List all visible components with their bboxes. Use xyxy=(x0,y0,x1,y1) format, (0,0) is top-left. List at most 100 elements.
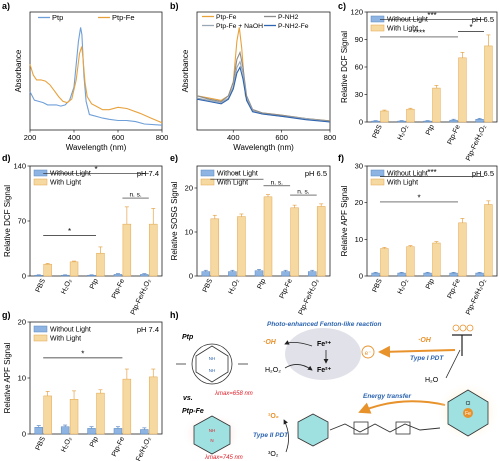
series-line xyxy=(196,27,331,122)
legend-label: With Light xyxy=(217,180,248,187)
fe2-label: Fe²⁺ xyxy=(317,367,332,374)
panel-letter-a: a) xyxy=(2,1,10,11)
center-fe-label: Fe xyxy=(465,411,471,417)
significance-label: * xyxy=(81,349,84,358)
legend-label: Ptp-Fe xyxy=(216,14,237,21)
bar xyxy=(397,272,406,277)
y-tick-label: 0 xyxy=(189,272,193,281)
bar xyxy=(432,87,441,123)
bar xyxy=(307,271,317,277)
panel-letter-d: d) xyxy=(2,153,11,163)
ptpfe-porphyrin-icon: NH N xyxy=(193,415,231,455)
y-tick-label: 0 xyxy=(359,118,363,127)
plot-frame xyxy=(29,11,163,131)
series-line xyxy=(196,50,331,122)
bar xyxy=(432,242,441,277)
y-axis-label: Relative SOSG Signal xyxy=(170,181,179,260)
y-axis-label: Relative APF Signal xyxy=(3,342,12,413)
panel-letter-g: g) xyxy=(2,310,11,320)
x-tick-label: 600 xyxy=(275,133,288,142)
bar xyxy=(69,399,79,435)
chart-panel-g: 0 10 20 Relative APF Signal PBS H₂O₂ Ptp Ptp-Fe… xyxy=(3,318,163,461)
ptpfe-wavelength: λmax=745 nm xyxy=(204,455,243,461)
category-label: H₂O₂ xyxy=(397,124,410,142)
y-tick-label: 20 xyxy=(355,198,363,207)
category-label: PBS xyxy=(35,436,47,452)
bar xyxy=(237,216,246,277)
legend-label: With Light xyxy=(50,180,81,187)
legend-label: With Light xyxy=(387,180,418,187)
category-label: Ptp-Fe xyxy=(111,436,126,458)
center-cl-label: Cl xyxy=(466,401,471,407)
bar xyxy=(406,246,415,277)
significance-label: * xyxy=(235,171,238,180)
significance-label: *** xyxy=(427,168,436,177)
fe3-label: Fe³⁺ xyxy=(317,341,332,348)
ptpfe-n: N xyxy=(210,438,213,443)
bar xyxy=(43,395,52,435)
legend-label: Without Light xyxy=(387,171,428,178)
x-tick-label: 400 xyxy=(68,133,81,142)
ptp-label: Ptp xyxy=(182,334,194,341)
legend-label: Without Light xyxy=(50,327,91,334)
legend-label: With Light xyxy=(387,26,418,33)
legend-swatch xyxy=(370,24,385,32)
type2-label: Type II PDT xyxy=(253,432,289,439)
category-label: H₂O₂ xyxy=(60,278,73,296)
singlet-o2-label: ¹O₂ xyxy=(268,413,279,420)
bar xyxy=(43,263,52,277)
bar xyxy=(201,271,211,277)
x-axis-label: Wavelength (nm) xyxy=(233,143,294,152)
y-axis-label: Relative DCF Signal xyxy=(3,185,12,257)
legend-swatch xyxy=(33,325,48,333)
bar xyxy=(228,271,237,277)
bar xyxy=(60,426,70,435)
bar xyxy=(380,110,389,123)
legend-label: Without Light xyxy=(217,171,258,178)
ptp-nh-top: NH xyxy=(209,356,216,361)
x-axis-label: Wavelength (nm) xyxy=(66,143,127,152)
category-label: Ptp xyxy=(425,278,436,291)
category-label: Ptp-Fe xyxy=(447,278,462,300)
category-label: PBS xyxy=(372,278,384,294)
chart-panel-c: 0 30 60 90 120 Relative DCF Signal PBS H₂O₂ Ptp P… xyxy=(340,8,498,162)
category-label: H₂O₂ xyxy=(397,278,410,296)
category-label: Ptp xyxy=(425,124,436,137)
category-label: Ptp-Fe/H₂O₂ xyxy=(298,278,321,316)
bar xyxy=(316,206,326,277)
x-tick-label: 800 xyxy=(156,133,169,142)
significance-label: *** xyxy=(427,11,436,20)
legend-swatch xyxy=(33,178,48,186)
bar xyxy=(254,270,264,277)
category-label: Ptp-Fe/H₂O₂ xyxy=(130,436,153,461)
ptp-nh-bottom: NH xyxy=(209,368,216,373)
category-label: H₂O₂ xyxy=(228,278,241,296)
y-tick-label: 30 xyxy=(355,90,363,99)
bar xyxy=(281,271,290,277)
bar xyxy=(397,120,406,123)
y-tick-label: 0 xyxy=(22,272,26,281)
significance-label: n. s. xyxy=(129,192,141,199)
significance-label: * xyxy=(68,227,71,236)
significance-label: **** xyxy=(413,28,425,37)
y-tick-label: 0 xyxy=(22,430,26,439)
ptp-wavelength: λmax=658 nm xyxy=(214,391,253,397)
y-tick-label: 10 xyxy=(185,228,193,237)
category-label: PBS xyxy=(372,124,384,140)
legend-label: Ptp xyxy=(52,13,63,22)
chart-panel-f: 0 10 20 30 Relative APF Signal PBS H₂O₂ Ptp Ptp-… xyxy=(340,162,498,316)
x-tick-label: 400 xyxy=(227,133,240,142)
bar xyxy=(149,223,158,277)
bar xyxy=(122,223,132,277)
y-tick-label: 90 xyxy=(355,35,363,44)
bar xyxy=(96,252,105,277)
legend-label: P-NH2 xyxy=(278,14,299,21)
bar xyxy=(69,261,79,277)
significance-label: n. s. xyxy=(271,179,283,186)
x-tick-label: 600 xyxy=(112,133,125,142)
y-tick-label: 60 xyxy=(355,63,363,72)
y-tick-label: 0 xyxy=(359,272,363,281)
category-label: Ptp-Fe/H₂O₂ xyxy=(465,278,488,316)
bar xyxy=(371,120,380,123)
